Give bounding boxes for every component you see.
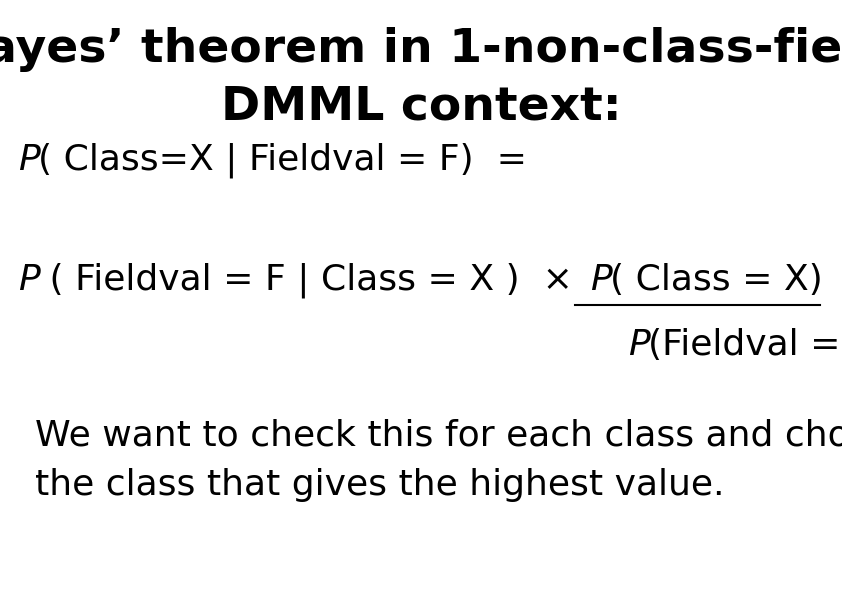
- Text: the class that gives the highest value.: the class that gives the highest value.: [35, 468, 724, 502]
- Text: We want to check this for each class and choose: We want to check this for each class and…: [35, 418, 842, 452]
- Text: DMML context:: DMML context:: [221, 84, 621, 130]
- Text: ( Class = X): ( Class = X): [610, 263, 823, 297]
- Text: (Fieldval = F): (Fieldval = F): [647, 328, 842, 362]
- Text: $\mathit{P}$: $\mathit{P}$: [18, 263, 42, 297]
- Text: ( Class=X | Fieldval = F)  =: ( Class=X | Fieldval = F) =: [38, 142, 527, 178]
- Text: $\mathit{P}$: $\mathit{P}$: [590, 263, 614, 297]
- Text: ( Fieldval = F | Class = X )  ×: ( Fieldval = F | Class = X ) ×: [38, 262, 596, 298]
- Text: $\mathit{P}$: $\mathit{P}$: [18, 143, 42, 177]
- Text: $\mathit{P}$: $\mathit{P}$: [627, 328, 651, 362]
- Text: Bayes’ theorem in 1-non-class-field: Bayes’ theorem in 1-non-class-field: [0, 27, 842, 73]
